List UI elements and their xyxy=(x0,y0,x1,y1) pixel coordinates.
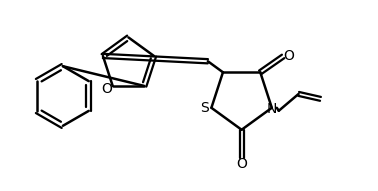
Text: S: S xyxy=(200,101,209,115)
Text: O: O xyxy=(101,82,112,96)
Text: O: O xyxy=(236,156,247,171)
Text: N: N xyxy=(266,102,277,116)
Text: O: O xyxy=(284,49,294,63)
